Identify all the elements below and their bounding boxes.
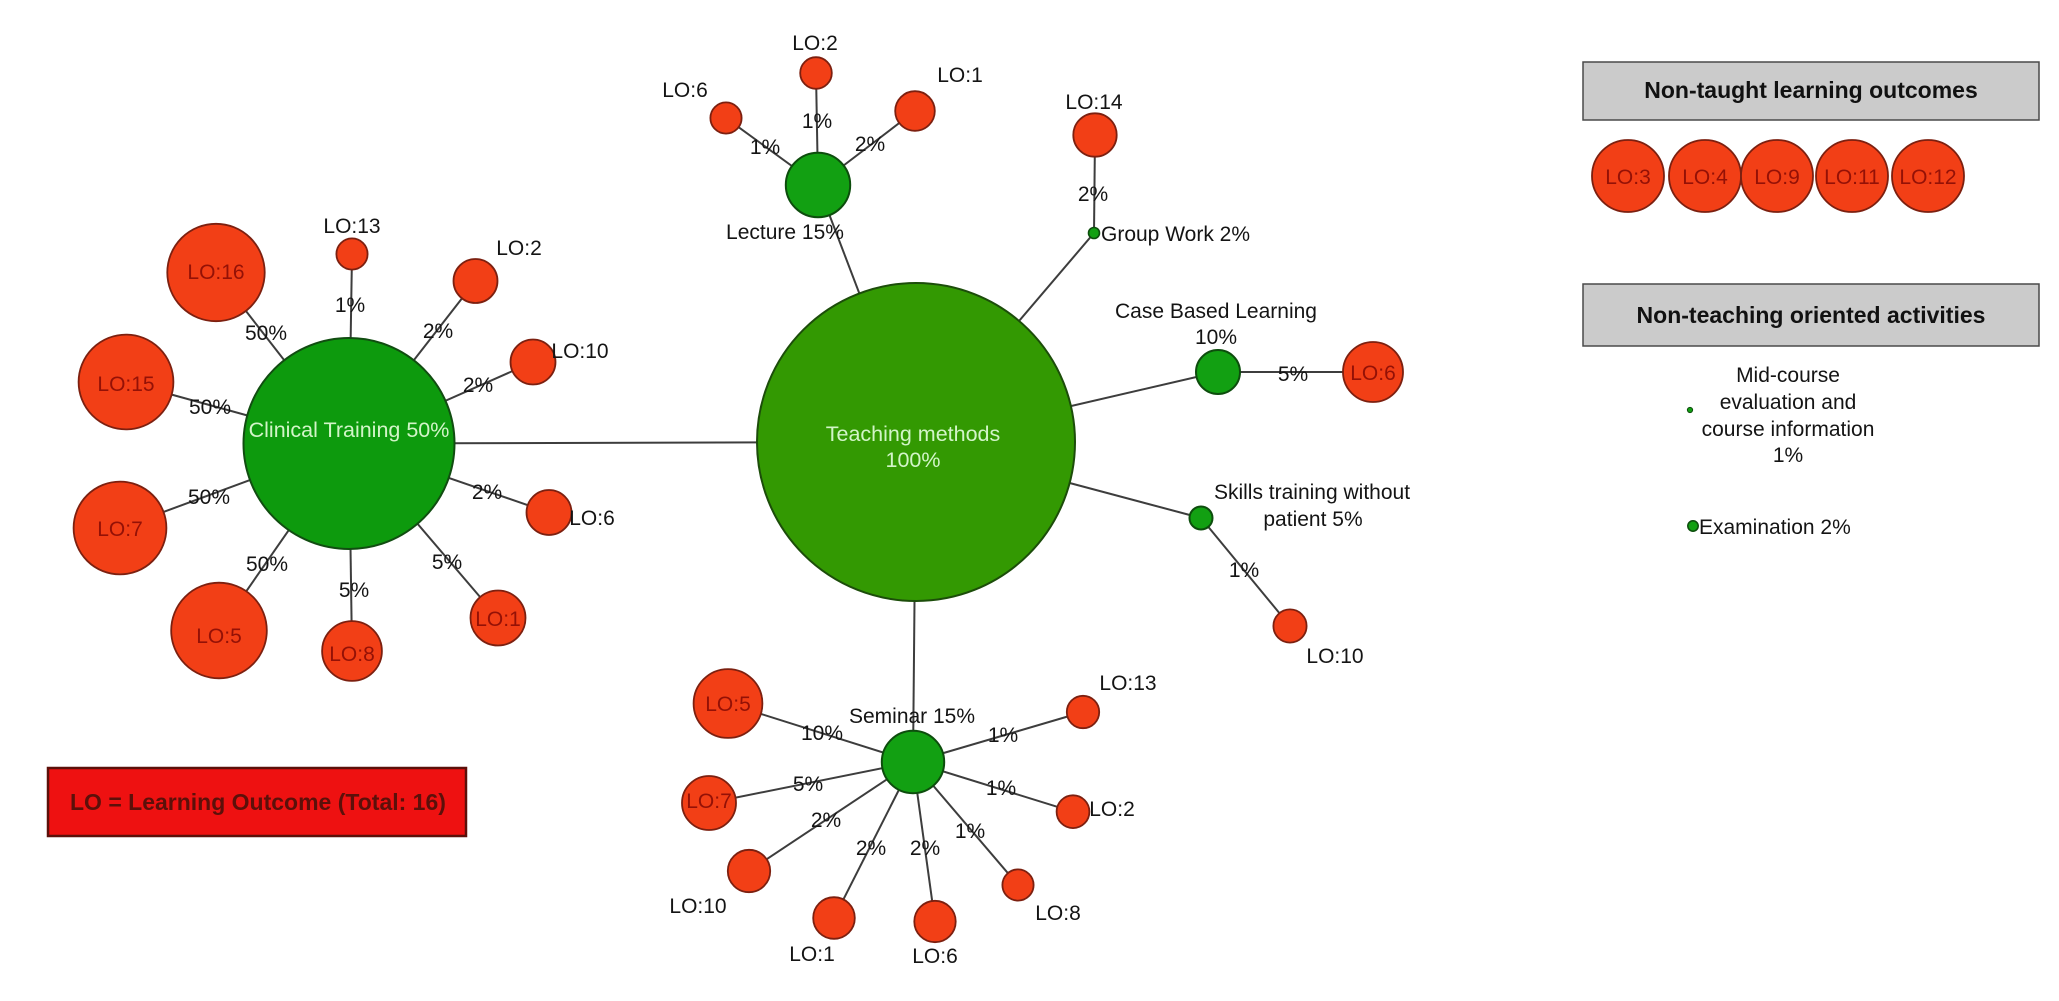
svg-text:LO:13: LO:13 <box>1099 672 1156 695</box>
svg-text:Lecture 15%: Lecture 15% <box>726 221 844 244</box>
svg-text:50%: 50% <box>188 486 230 509</box>
svg-text:Non-teaching oriented activiti: Non-teaching oriented activities <box>1637 302 1986 328</box>
svg-text:5%: 5% <box>793 773 823 796</box>
svg-text:1%: 1% <box>986 777 1016 800</box>
svg-text:LO:4: LO:4 <box>1682 166 1728 189</box>
svg-text:Teaching methods: Teaching methods <box>826 422 1001 446</box>
svg-text:LO:2: LO:2 <box>496 237 542 260</box>
svg-text:LO:1: LO:1 <box>475 608 521 631</box>
svg-text:LO:11: LO:11 <box>1824 166 1880 189</box>
svg-text:LO:12: LO:12 <box>1899 166 1956 189</box>
svg-text:2%: 2% <box>811 809 841 832</box>
svg-text:LO:9: LO:9 <box>1754 166 1800 189</box>
svg-text:Case Based Learning: Case Based Learning <box>1115 300 1317 323</box>
svg-text:Mid-course: Mid-course <box>1736 364 1840 387</box>
svg-text:5%: 5% <box>339 579 369 602</box>
svg-text:LO:10: LO:10 <box>1306 645 1363 668</box>
svg-text:LO:10: LO:10 <box>669 895 726 918</box>
svg-text:LO = Learning Outcome (Total:: LO = Learning Outcome (Total: 16) <box>70 789 446 815</box>
svg-text:LO:2: LO:2 <box>1089 798 1135 821</box>
svg-text:1%: 1% <box>988 724 1018 747</box>
svg-text:LO:7: LO:7 <box>686 790 732 813</box>
svg-text:patient 5%: patient 5% <box>1263 508 1362 531</box>
svg-text:LO:6: LO:6 <box>912 945 958 968</box>
svg-text:2%: 2% <box>1078 183 1108 206</box>
svg-text:1%: 1% <box>750 136 780 159</box>
svg-text:LO:6: LO:6 <box>569 507 615 530</box>
svg-text:Skills training without: Skills training without <box>1214 481 1410 504</box>
svg-text:LO:1: LO:1 <box>937 64 983 87</box>
svg-text:LO:8: LO:8 <box>329 643 375 666</box>
svg-text:10%: 10% <box>801 722 843 745</box>
svg-text:LO:5: LO:5 <box>705 693 751 716</box>
svg-text:evaluation and: evaluation and <box>1720 391 1857 414</box>
svg-text:LO:10: LO:10 <box>551 340 608 363</box>
svg-text:Clinical Training 50%: Clinical Training 50% <box>249 418 450 442</box>
svg-text:1%: 1% <box>802 110 832 133</box>
svg-text:LO:5: LO:5 <box>196 625 242 648</box>
svg-text:10%: 10% <box>1195 326 1237 349</box>
svg-text:LO:14: LO:14 <box>1065 91 1123 114</box>
svg-text:100%: 100% <box>886 448 941 472</box>
svg-text:50%: 50% <box>189 396 231 419</box>
svg-text:1%: 1% <box>335 294 365 317</box>
svg-text:course information: course information <box>1702 418 1875 441</box>
svg-text:2%: 2% <box>423 320 453 343</box>
svg-text:2%: 2% <box>463 374 493 397</box>
svg-text:2%: 2% <box>472 481 502 504</box>
svg-text:LO:6: LO:6 <box>662 79 708 102</box>
svg-text:LO:15: LO:15 <box>97 373 154 396</box>
svg-text:LO:16: LO:16 <box>187 261 244 284</box>
svg-text:LO:13: LO:13 <box>323 215 380 238</box>
svg-text:LO:2: LO:2 <box>792 32 838 55</box>
svg-text:LO:3: LO:3 <box>1605 166 1651 189</box>
svg-text:LO:1: LO:1 <box>789 943 835 966</box>
svg-text:1%: 1% <box>955 820 985 843</box>
svg-text:Non-taught learning outcomes: Non-taught learning outcomes <box>1644 77 1978 103</box>
svg-text:5%: 5% <box>432 551 462 574</box>
svg-text:5%: 5% <box>1278 363 1308 386</box>
svg-text:2%: 2% <box>855 133 885 156</box>
svg-text:LO:6: LO:6 <box>1350 362 1396 385</box>
svg-text:1%: 1% <box>1773 444 1803 467</box>
svg-text:2%: 2% <box>856 837 886 860</box>
svg-text:1%: 1% <box>1229 559 1259 582</box>
svg-text:Group Work 2%: Group Work 2% <box>1101 223 1250 246</box>
svg-text:LO:7: LO:7 <box>97 518 143 541</box>
svg-text:50%: 50% <box>246 553 288 576</box>
svg-text:2%: 2% <box>910 837 940 860</box>
svg-text:LO:8: LO:8 <box>1035 902 1081 925</box>
svg-text:Examination 2%: Examination 2% <box>1699 516 1851 539</box>
svg-text:50%: 50% <box>245 322 287 345</box>
svg-text:Seminar 15%: Seminar 15% <box>849 705 975 728</box>
